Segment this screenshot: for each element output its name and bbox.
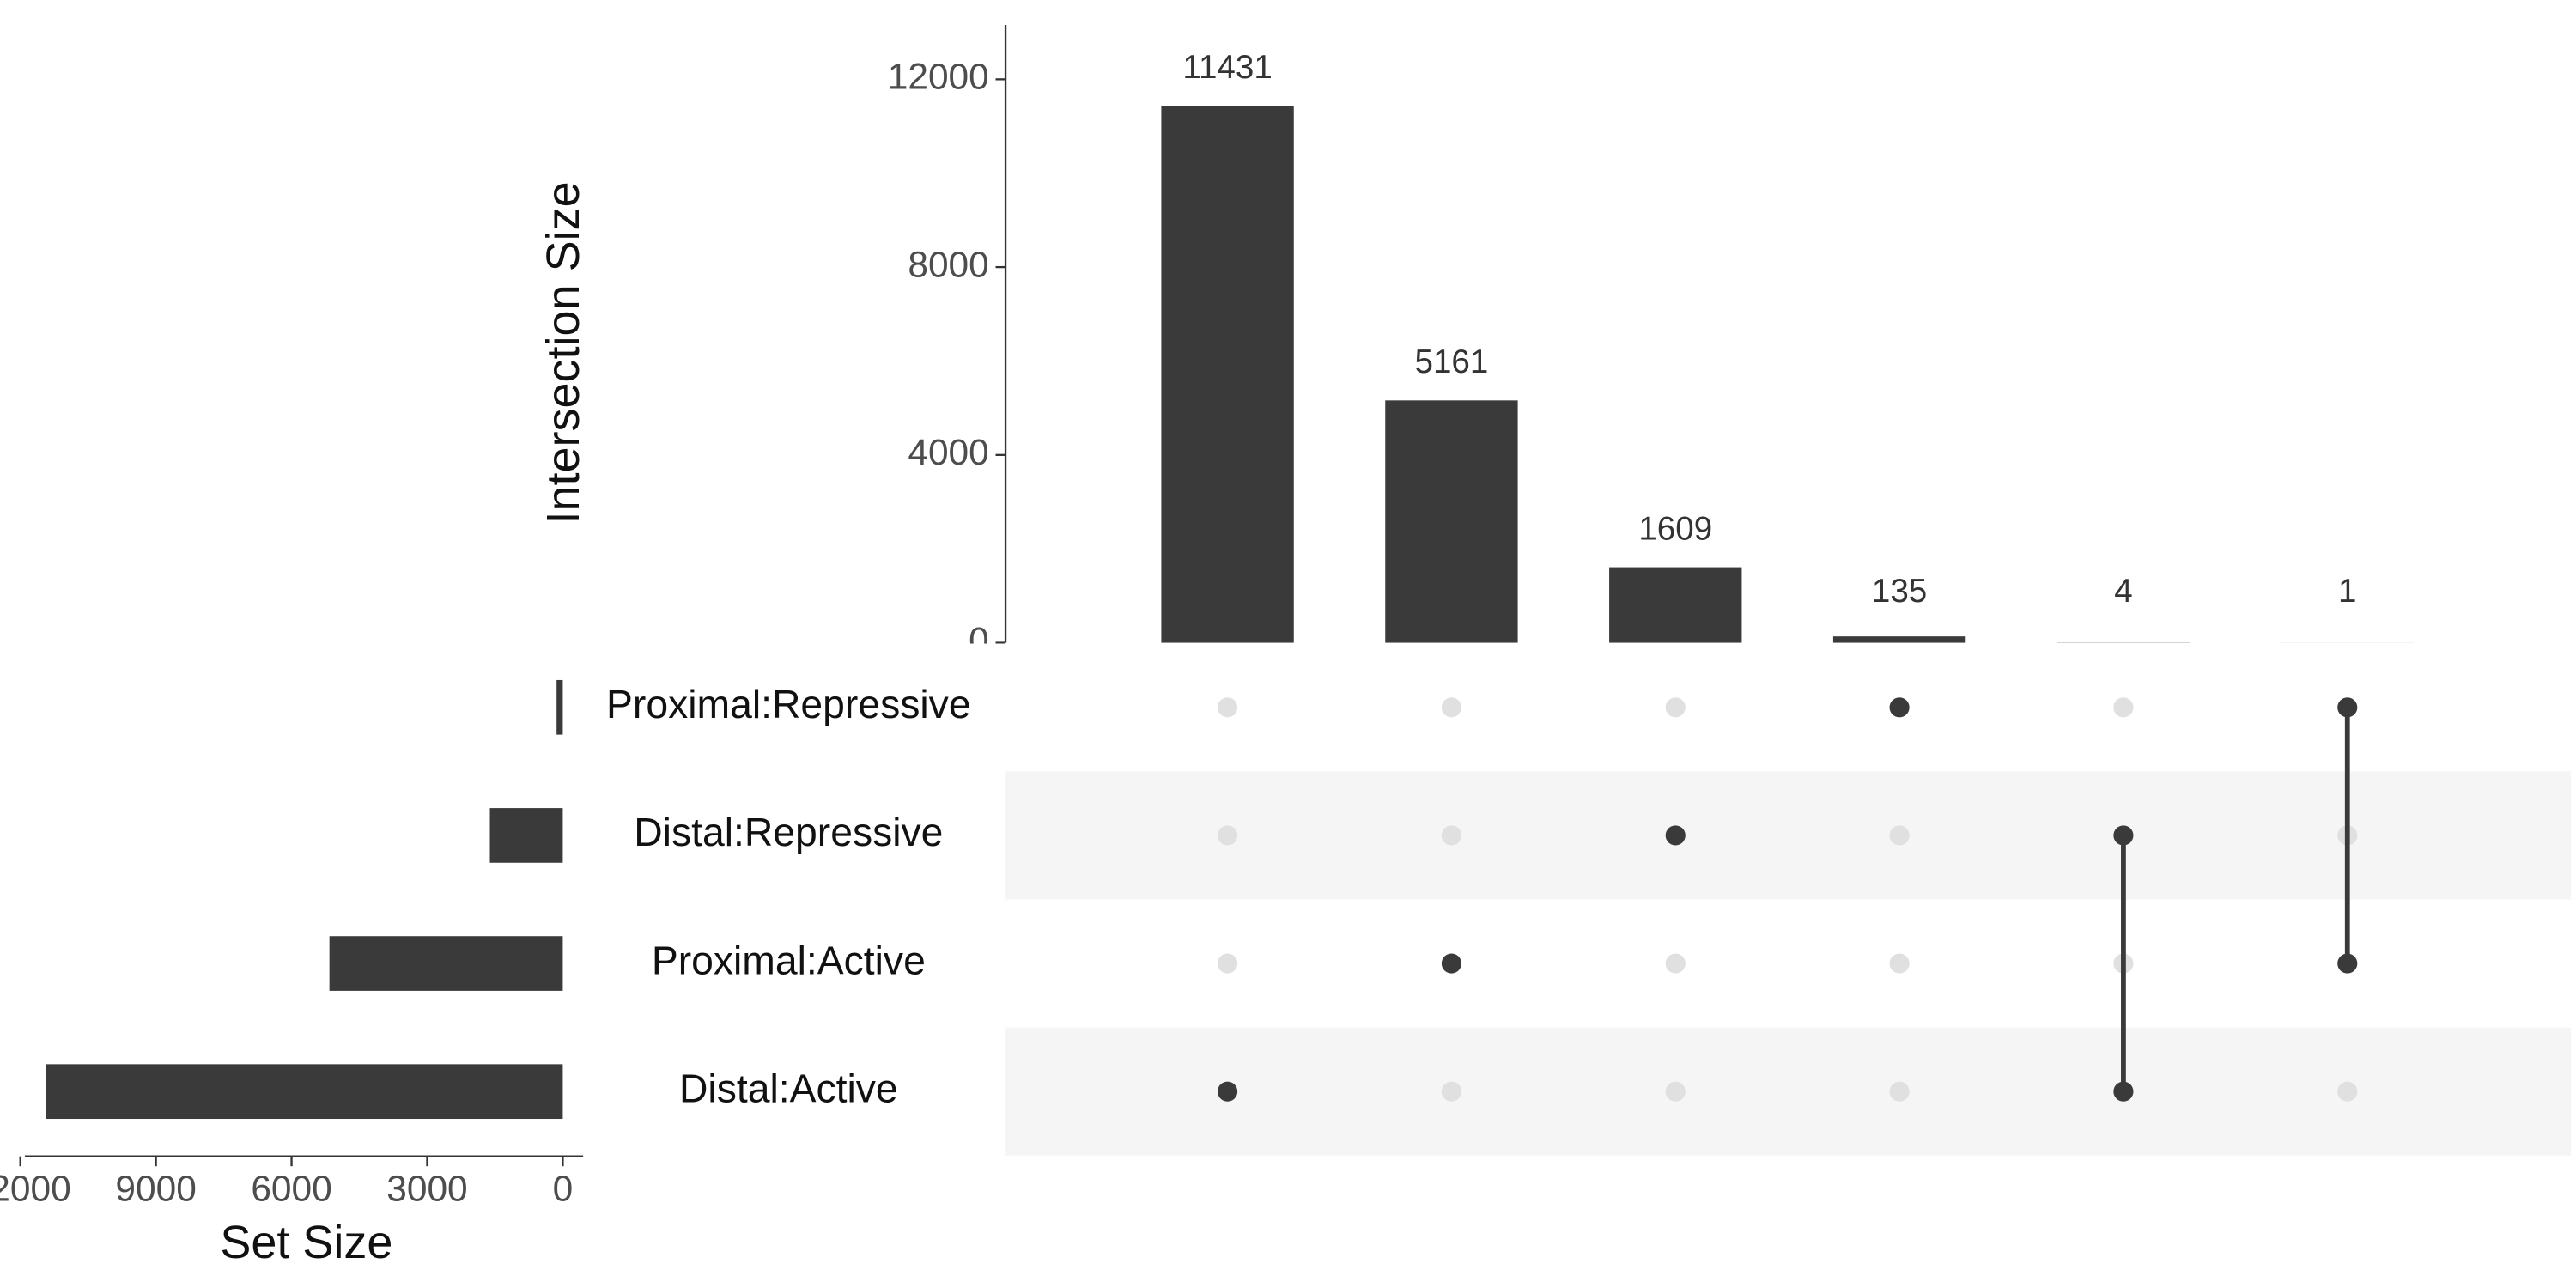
value-label: 5161: [1415, 343, 1489, 380]
dot-inactive: [1889, 825, 1910, 846]
set-size-bar: [329, 936, 563, 991]
set-name: Distal:Active: [679, 1066, 898, 1110]
dot-inactive: [2337, 1081, 2358, 1102]
set-size-bar: [556, 679, 563, 735]
set-name: Proximal:Active: [652, 938, 926, 982]
dot-active: [2113, 825, 2134, 846]
y-axis-title: Intersection Size: [538, 181, 589, 524]
row-stripe: [1005, 771, 2572, 900]
value-label: 1609: [1638, 510, 1712, 547]
x-tick-label: 3000: [386, 1168, 467, 1208]
x-tick-label: 12000: [0, 1168, 71, 1208]
x-axis-title: Set Size: [220, 1217, 392, 1268]
dot-active: [1665, 825, 1686, 846]
dot-active: [1889, 697, 1910, 718]
dot-active: [1441, 953, 1461, 974]
dot-inactive: [1218, 953, 1238, 974]
bar: [1161, 106, 1294, 643]
dot-inactive: [1665, 697, 1686, 718]
set-size-panel: 12000 9000 6000 3000 0: [0, 679, 584, 1208]
dot-inactive: [1441, 697, 1461, 718]
value-label: 135: [1872, 573, 1927, 610]
x-tick-label: 6000: [251, 1168, 331, 1208]
bar: [1385, 400, 1518, 643]
y-tick-label: 4000: [908, 432, 988, 472]
value-label: 11431: [1182, 49, 1272, 86]
x-tick-label: 9000: [115, 1168, 196, 1208]
dot-active: [2337, 953, 2358, 974]
dot-active: [2337, 697, 2358, 718]
set-name: Distal:Repressive: [634, 810, 943, 854]
y-tick-label: 8000: [908, 244, 988, 284]
dot-inactive: [1218, 697, 1238, 718]
set-name: Proximal:Repressive: [606, 682, 971, 726]
bar: [1832, 636, 1966, 643]
dot-inactive: [1441, 1081, 1461, 1102]
value-label: 1: [2338, 573, 2356, 610]
dot-inactive: [1218, 825, 1238, 846]
dot-inactive: [1889, 1081, 1910, 1102]
dot-active: [1218, 1081, 1238, 1102]
y-tick-label: 12000: [888, 57, 989, 97]
dot-inactive: [2113, 697, 2134, 718]
dot-inactive: [1665, 953, 1686, 974]
value-label: 4: [2114, 573, 2132, 610]
matrix-panel: Proximal:Repressive Distal:Repressive Prox…: [0, 643, 2576, 1159]
dot-inactive: [1665, 1081, 1686, 1102]
x-tick-label: 0: [553, 1168, 574, 1208]
dot-active: [2113, 1081, 2134, 1102]
set-size-bar: [46, 1064, 563, 1120]
bar: [1609, 567, 1742, 643]
dot-inactive: [1441, 825, 1461, 846]
dot-inactive: [1889, 953, 1910, 974]
set-size-bar: [489, 808, 563, 863]
row-stripe: [1005, 1027, 2572, 1156]
